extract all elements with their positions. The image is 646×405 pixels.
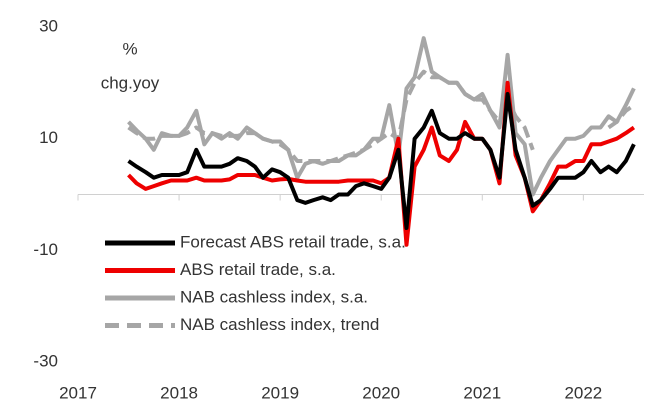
y-tick-label: 10 [39,128,58,147]
x-tick-label: 2019 [261,383,299,402]
y-tick-label: 30 [39,16,58,35]
x-tick-label: 2020 [362,383,400,402]
x-tick-label: 2022 [564,383,602,402]
annotation: chg.yoy [101,73,160,92]
x-tick-label: 2017 [59,383,97,402]
series-line [127,92,636,230]
x-tick-label: 2021 [463,383,501,402]
series-line [607,103,636,130]
x-tick-label: 2018 [160,383,198,402]
y-tick-label: -30 [33,351,58,370]
legend-label: NAB cashless index, trend [180,315,379,334]
y-tick-label: -10 [33,240,58,259]
legend-label: ABS retail trade, s.a. [180,260,336,279]
legend-label: Forecast ABS retail trade, s.a. [180,232,406,251]
series-line [127,69,535,163]
series-line [127,80,636,247]
legend-label: NAB cashless index, s.a. [180,287,368,306]
annotation: % [122,39,137,58]
